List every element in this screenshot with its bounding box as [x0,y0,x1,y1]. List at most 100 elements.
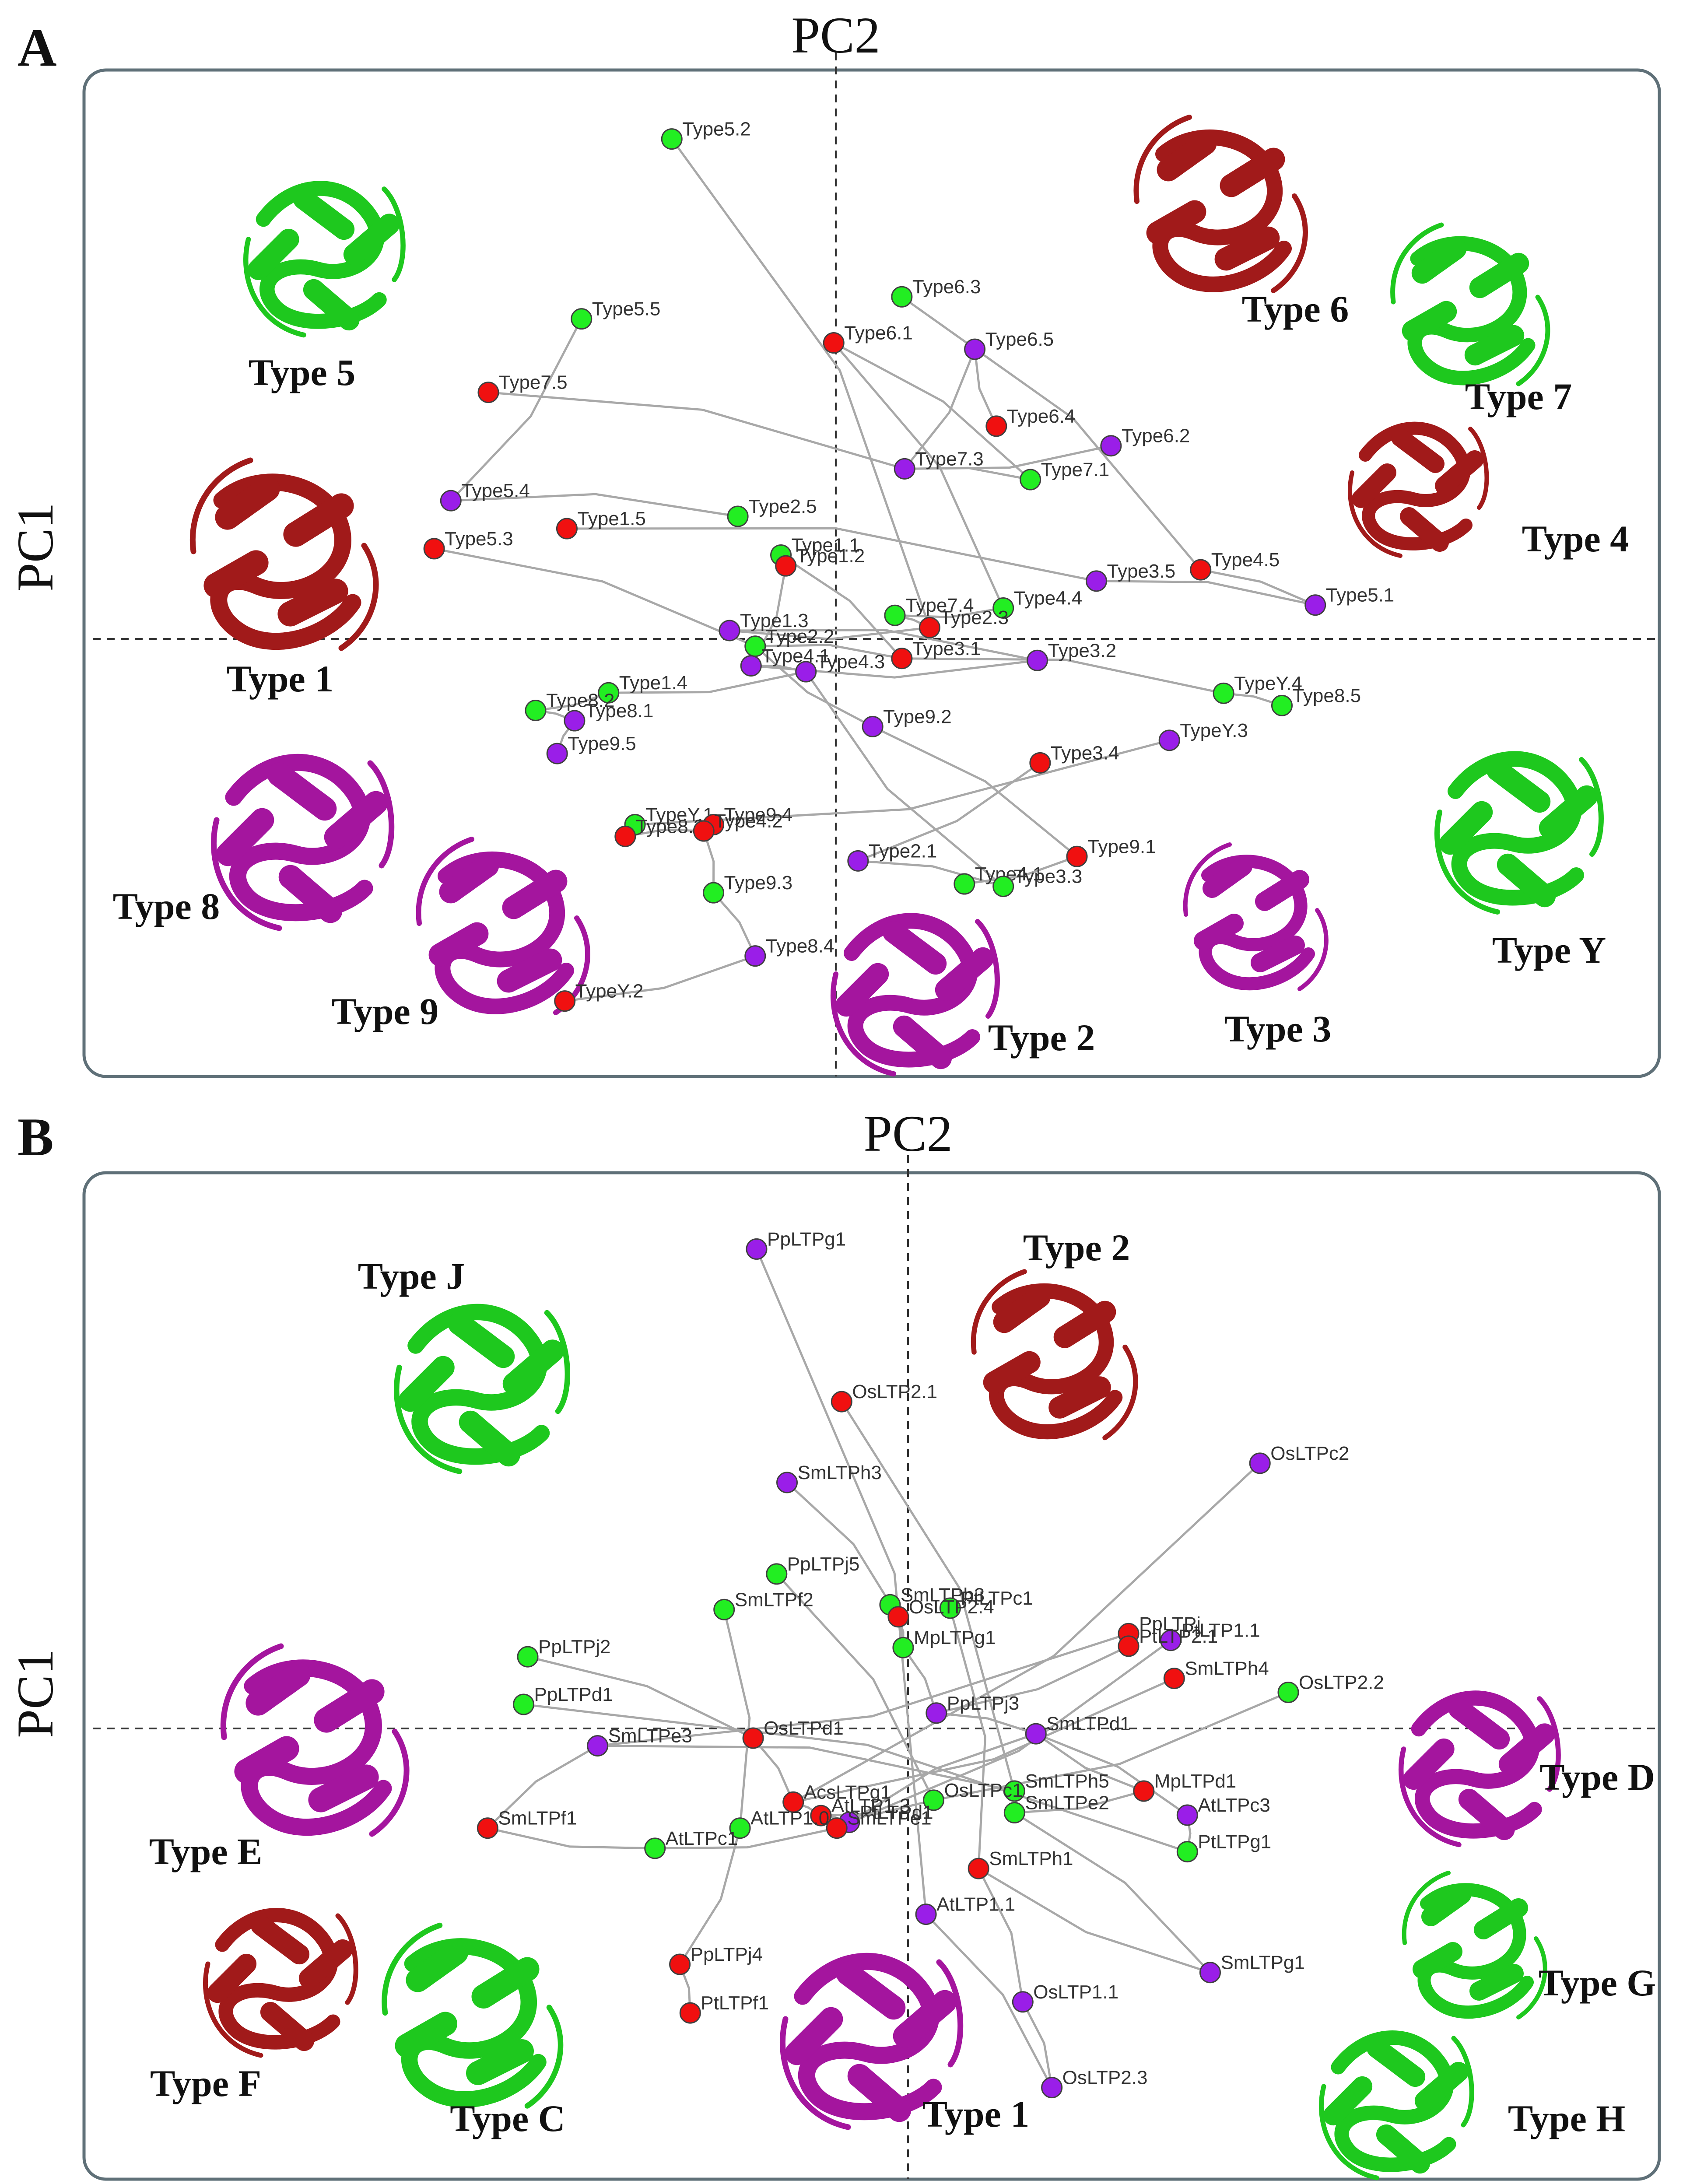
data-point [740,655,762,677]
network-edge [977,1868,1024,2002]
point-label: PpLTPj3 [947,1693,1020,1714]
structure-label: Type 1 [227,658,333,700]
data-point [587,1735,609,1757]
data-point [729,1817,751,1839]
structure-label: Type G [1539,1962,1656,2004]
network-edge [535,691,609,712]
point-label: Type6.1 [844,323,913,344]
data-point [1086,570,1107,592]
data-point [810,1805,832,1826]
point-label: Type3.5 [1107,561,1176,582]
point-label: Type4.3 [817,651,885,673]
network-edge [729,629,1038,662]
data-point [847,850,869,872]
point-label: TypeY.2 [575,981,644,1002]
point-label: OsLTPc2 [1270,1443,1349,1464]
point-label: Type7.5 [499,372,568,393]
y-axis-title: PC1 [7,1649,64,1738]
network-edge [974,349,998,427]
data-point [782,1791,804,1813]
network-edge [1022,2001,1053,2088]
network-edge [858,859,1004,888]
data-point [598,682,620,704]
structure-label: Type Y [1492,929,1606,971]
plot-frame [82,1171,1661,2181]
point-label: SmLTPe1 [847,1808,931,1829]
data-point [939,1597,961,1619]
network-edge [849,1732,1037,1823]
data-point [517,1646,539,1668]
data-point [1003,1780,1025,1802]
point-label: AtLTPc3 [1198,1795,1270,1816]
data-point [554,990,576,1012]
data-point [1249,1452,1271,1474]
network-edge [451,493,738,518]
point-label: OsLTP2.4 [909,1596,994,1618]
data-point [1304,594,1326,616]
data-point [546,743,568,764]
network-edge [905,466,1031,481]
structure-label: Type 5 [249,351,355,393]
point-label: Type7.1 [1041,459,1110,480]
panel-letter: B [18,1107,54,1167]
network-edge [565,955,756,1003]
point-label: Type9.1 [1087,836,1156,857]
data-point [644,1837,666,1859]
point-label: PtLTPc1 [961,1588,1033,1609]
network-edge [754,645,873,728]
data-point [964,338,986,360]
data-point [795,661,817,683]
data-point [919,617,940,638]
network-edge [434,547,756,648]
structure-label: Type 2 [1023,1227,1130,1269]
point-label: Type6.3 [912,276,981,298]
network-edge [836,1639,1171,1830]
network-edge [901,657,1224,694]
point-label: Type4.5 [1211,549,1280,571]
point-label: PtLTPf1 [701,1992,769,2014]
point-label: MpLTPg1 [914,1627,996,1648]
data-point [1199,1962,1221,1984]
structure-label: Type 6 [1242,288,1349,330]
point-label: SmLTPh3 [798,1462,882,1483]
data-point [891,648,913,670]
network-edge [925,1913,1053,2088]
network-edge [902,1647,938,1714]
data-point [679,2002,701,2024]
data-point [703,882,725,904]
point-label: Type2.1 [869,840,937,862]
point-label: Type6.4 [1007,406,1076,427]
structure-label: Type E [149,1830,263,1872]
network-edges [434,138,1316,1003]
protein-structure [1401,1698,1558,1844]
data-point [661,128,683,150]
data-point [1025,1723,1047,1745]
point-label: SmLTPg1 [1220,1952,1304,1974]
network-edge [1035,1733,1144,1792]
x-axis-title: PC2 [863,1105,952,1162]
data-point [477,382,499,403]
data-point [746,1238,768,1260]
network-edge [894,606,1004,618]
network-edge [1035,1732,1188,1816]
point-label: PpLTPg1 [767,1228,846,1250]
point-label: Type9.5 [568,733,636,754]
data-point [742,1727,764,1749]
data-point [1118,1635,1140,1657]
network-edge [655,1827,837,1850]
protein-structure [1393,225,1548,384]
point-label: SmLTPh5 [1025,1770,1109,1792]
point-label: AcsLTPg1 [804,1781,891,1803]
point-label: PpLTPj4 [691,1944,763,1965]
point-label: Type4.2 [714,810,783,832]
point-label: Type5.4 [461,480,530,501]
data-point [887,1606,909,1628]
data-point [1066,845,1088,867]
data-point [775,555,797,577]
data-point [1213,682,1234,704]
network-edge [723,1609,751,1828]
protein-structure [833,921,997,1074]
network-edge [755,644,902,660]
point-label: Type7.3 [915,448,984,470]
